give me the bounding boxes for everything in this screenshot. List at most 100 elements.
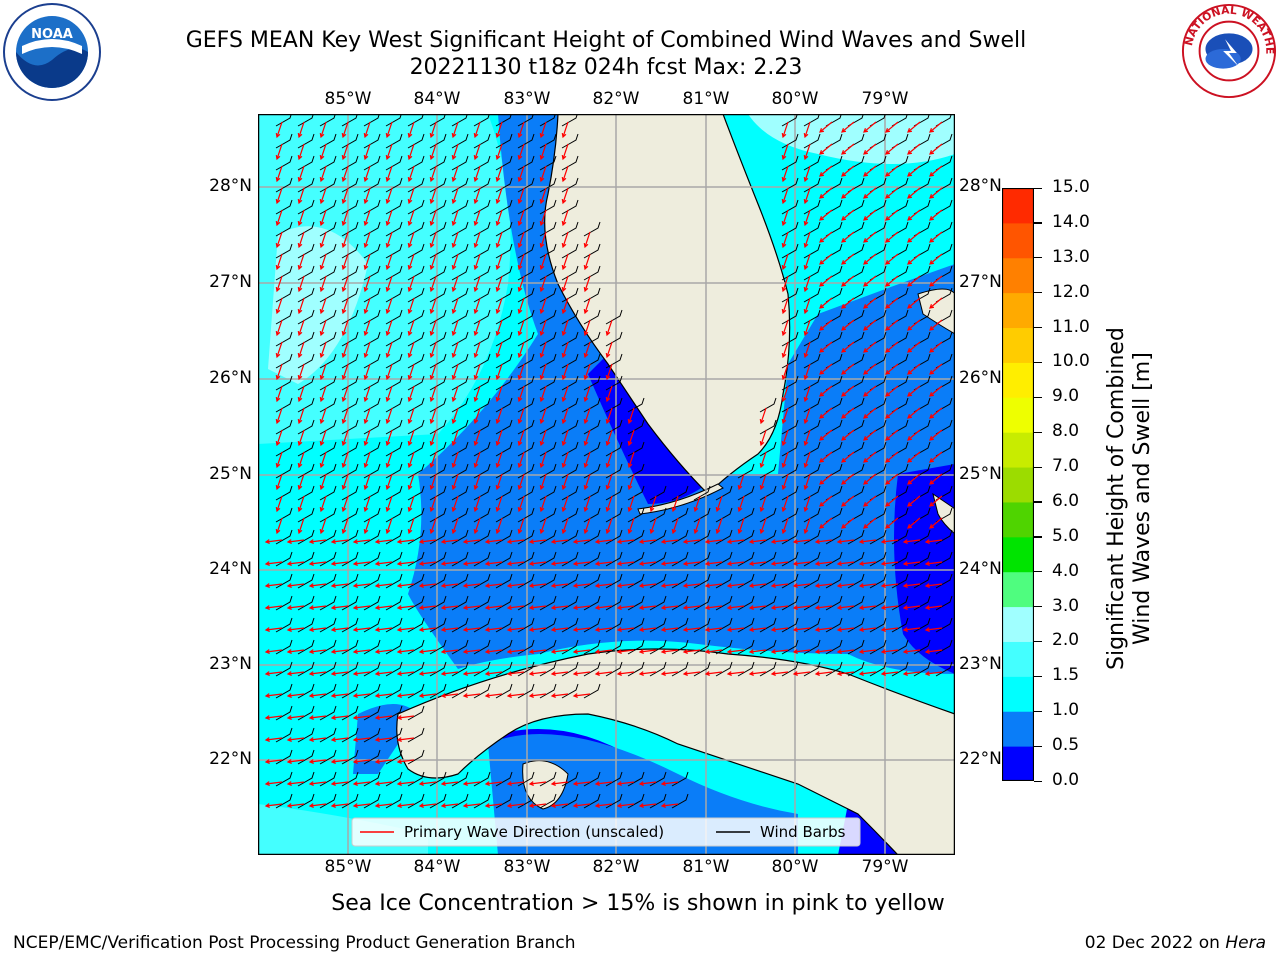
wind-barb (319, 155, 337, 171)
wave-arrow (907, 429, 921, 441)
wave-arrow (660, 671, 679, 677)
wave-arrow (473, 231, 481, 249)
wind-barb (385, 617, 403, 633)
wave-arrow (841, 187, 855, 199)
wave-arrow (907, 209, 921, 221)
wind-barb (385, 705, 403, 721)
wave-arrow (341, 121, 349, 139)
wind-barb (825, 595, 843, 611)
wave-arrow (330, 627, 349, 633)
wave-arrow (330, 583, 349, 589)
wind-barb (275, 771, 293, 787)
wind-barb (517, 375, 535, 391)
wave-arrow (924, 627, 943, 633)
wave-arrow (264, 803, 283, 809)
wind-barb (803, 331, 821, 347)
colorbar-frame (1002, 188, 1034, 781)
wave-arrow (561, 429, 569, 447)
wind-barb (825, 639, 843, 655)
wind-barb (693, 507, 711, 523)
colorbar-segment (1002, 257, 1034, 294)
wind-barb (495, 265, 513, 281)
wind-barb (363, 419, 381, 435)
wave-arrow (264, 561, 283, 567)
colorbar-tick-mark (1034, 571, 1042, 573)
wave-arrow (605, 319, 613, 337)
wind-barb (561, 485, 579, 501)
wave-arrow (407, 429, 415, 447)
wind-barb (429, 331, 447, 347)
wave-arrow (907, 319, 921, 331)
wave-arrow (407, 209, 415, 227)
footer-left: NCEP/EMC/Verification Post Processing Pr… (13, 933, 576, 953)
wind-barb (539, 463, 557, 479)
wave-arrow (352, 605, 371, 611)
wind-barb (495, 155, 513, 171)
wind-barb (341, 507, 359, 523)
wind-barb (473, 683, 491, 699)
wind-barb (803, 375, 821, 391)
wind-barb (737, 551, 755, 567)
wave-arrow (885, 429, 899, 441)
wave-arrow (330, 693, 349, 699)
wind-barb (429, 551, 447, 567)
wave-arrow (885, 319, 899, 331)
wave-arrow (418, 671, 437, 677)
wave-arrow (907, 363, 921, 375)
wind-barb (891, 639, 909, 655)
wave-arrow (407, 451, 415, 469)
wave-arrow (517, 341, 525, 359)
wave-arrow (781, 517, 789, 535)
wave-arrow (605, 451, 613, 469)
wind-barb (407, 595, 425, 611)
wave-arrow (863, 209, 877, 221)
wave-arrow (803, 517, 811, 535)
wave-arrow (495, 121, 503, 139)
noaa-logo-text: NOAA (31, 27, 73, 42)
wave-arrow (781, 143, 789, 161)
wave-arrow (572, 671, 591, 677)
wind-barb (429, 397, 447, 413)
wave-arrow (841, 275, 855, 287)
wind-barb (517, 661, 535, 677)
wind-barb (341, 639, 359, 655)
wind-barb (385, 573, 403, 589)
wave-arrow (275, 275, 283, 293)
wave-arrow (902, 561, 921, 567)
wave-arrow (275, 253, 283, 271)
wind-barb (385, 177, 403, 193)
wind-barb (495, 309, 513, 325)
wave-arrow (286, 759, 305, 765)
wave-arrow (682, 627, 701, 633)
wind-barb (627, 595, 645, 611)
wave-arrow (528, 539, 547, 545)
wave-arrow (863, 363, 877, 375)
wind-barb (407, 771, 425, 787)
wind-barb (649, 529, 667, 545)
wave-arrow (616, 671, 635, 677)
wave-arrow (275, 363, 283, 381)
wind-barb (869, 639, 887, 655)
wind-barb (693, 617, 711, 633)
wind-barb (407, 243, 425, 259)
wave-arrow (726, 627, 745, 633)
wind-barb (517, 551, 535, 567)
wind-barb (517, 265, 535, 281)
wind-barb (341, 485, 359, 501)
wind-barb (539, 771, 557, 787)
wind-barb (385, 727, 403, 743)
wave-arrow (929, 473, 943, 485)
wind-barb (495, 683, 513, 699)
wind-barb (891, 551, 909, 567)
wave-arrow (561, 143, 569, 161)
map-frame (258, 114, 955, 855)
lat-label-right: 24°N (959, 559, 1002, 579)
wind-barb (693, 529, 711, 545)
wind-barb (517, 133, 535, 149)
wave-arrow (319, 253, 327, 271)
wave-arrow (605, 363, 613, 381)
wave-arrow (704, 627, 723, 633)
wave-arrow (297, 187, 305, 205)
wind-barb (319, 771, 337, 787)
wave-arrow (594, 649, 613, 655)
